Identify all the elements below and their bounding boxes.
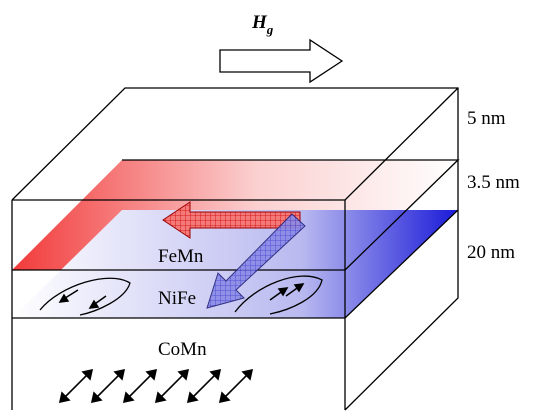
spin-arrows-comn bbox=[60, 370, 252, 402]
layer-label: CoMn bbox=[158, 339, 207, 360]
field-subscript: g bbox=[266, 22, 274, 37]
thickness-label: 5 nm bbox=[467, 108, 506, 129]
layer-label: NiFe bbox=[158, 288, 196, 309]
field-arrow bbox=[220, 40, 342, 82]
thickness-label: 3.5 nm bbox=[467, 172, 520, 193]
thickness-label: 20 nm bbox=[467, 242, 515, 263]
field-label: Hg bbox=[251, 12, 274, 37]
field-symbol: H bbox=[251, 12, 268, 33]
layer-label: FeMn bbox=[158, 246, 204, 267]
diagram: Hg FeMn NiFe CoMn 5 nm 3.5 nm 20 nm bbox=[0, 0, 545, 415]
